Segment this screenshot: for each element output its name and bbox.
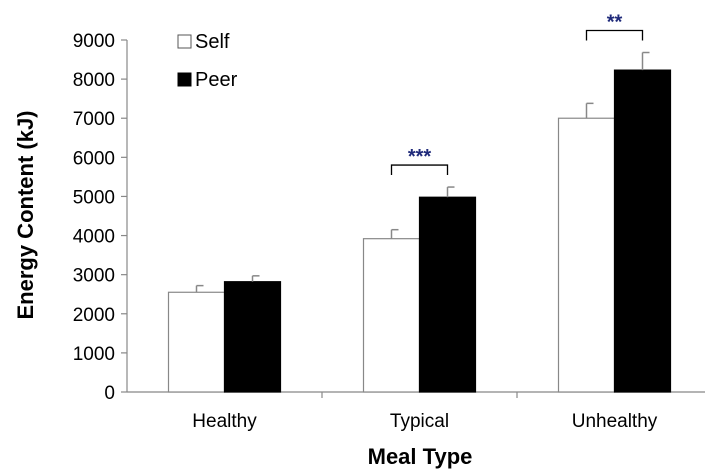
y-tick-label: 2000 — [73, 305, 115, 326]
significance-label: *** — [408, 146, 432, 168]
x-tick-label: Typical — [390, 411, 449, 432]
axes: 0 1000 2000 3000 4000 5000 6000 7000 8000 9000 Hea… — [73, 31, 705, 432]
error-bars — [195, 51, 650, 293]
legend-swatch-peer — [177, 72, 192, 87]
legend-label-peer: Peer — [195, 69, 238, 91]
bar-self — [362, 238, 421, 393]
legend-swatch-self — [177, 34, 192, 49]
bar-self — [557, 117, 616, 393]
significance-label: ** — [607, 12, 623, 34]
bars — [167, 69, 672, 393]
y-tick-label: 6000 — [73, 148, 115, 169]
bar-peer — [418, 196, 477, 393]
y-axis-title: Energy Content (kJ) — [13, 110, 38, 319]
y-tick-label: 8000 — [73, 70, 115, 91]
significance-annotations: ***** — [390, 12, 644, 176]
y-tick-label: 0 — [104, 383, 115, 404]
significance-bracket — [585, 29, 644, 41]
bar-peer — [613, 69, 672, 393]
y-tick-label: 5000 — [73, 187, 115, 208]
x-tick-label: Healthy — [192, 411, 257, 432]
bar-self — [167, 291, 226, 393]
y-tick-label: 3000 — [73, 266, 115, 287]
y-tick-label: 7000 — [73, 109, 115, 130]
x-tick-label: Unhealthy — [572, 411, 658, 432]
legend-label-self: Self — [195, 31, 230, 53]
y-tick-label: 1000 — [73, 344, 115, 365]
x-axis-title: Meal Type — [368, 444, 473, 469]
bar-peer — [223, 281, 282, 393]
legend: Self Peer — [177, 31, 238, 91]
y-tick-label: 9000 — [73, 31, 115, 52]
y-tick-label: 4000 — [73, 227, 115, 248]
significance-bracket — [390, 164, 449, 176]
